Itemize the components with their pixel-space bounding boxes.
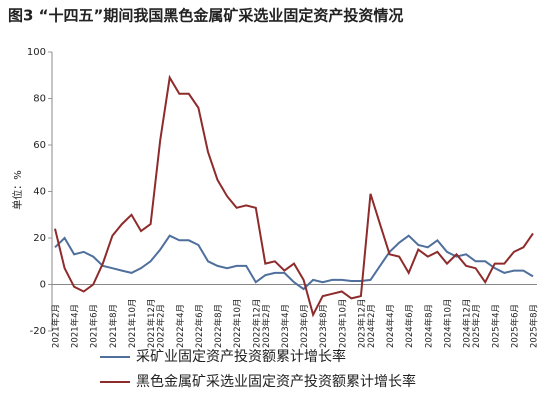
x-tick-label: 2022年4月 (175, 304, 186, 348)
x-tick-label: 2025年8月 (529, 304, 540, 348)
x-tick-label: 2023年4月 (280, 304, 291, 348)
legend-label: 采矿业固定资产投资额累计增长率 (136, 348, 346, 365)
x-tick-label: 2021年6月 (89, 304, 100, 348)
x-tick-label: 2021年10月 (127, 299, 138, 348)
x-tick-label: 2025年6月 (509, 304, 520, 348)
x-tick-label: 2023年8月 (318, 304, 329, 348)
chart-title: 图3 “十四五”期间我国黑色金属矿采选业固定资产投资情况 (8, 7, 403, 25)
x-tick-label: 2025年4月 (490, 304, 501, 348)
x-tick-label: 2024年4月 (385, 304, 396, 348)
x-tick-label: 2022年12月 (251, 299, 262, 348)
x-tick-label: 2023年2月 (261, 304, 272, 348)
x-tick-label: 2025年2月 (471, 304, 482, 348)
x-tick-label: 2024年6月 (404, 304, 415, 348)
y-tick-label: 0 (40, 280, 46, 291)
x-tick-label: 2022年8月 (213, 304, 224, 348)
x-tick-label: 2023年10月 (337, 299, 348, 348)
x-tick-label: 2022年2月 (156, 304, 167, 348)
x-tick-label: 2021年8月 (108, 304, 119, 348)
x-tick-label: 2023年6月 (299, 304, 310, 348)
x-tick-label: 2024年10月 (442, 299, 453, 348)
x-tick-label: 2024年2月 (366, 304, 377, 348)
x-tick-label: 2021年4月 (70, 304, 81, 348)
y-axis-label: 单位：% (11, 170, 24, 210)
y-tick-label: 20 (33, 233, 46, 244)
x-tick-label: 2024年8月 (423, 304, 434, 348)
legend-label: 黑色金属矿采选业固定资产投资额累计增长率 (136, 373, 416, 390)
x-tick-label: 2021年2月 (51, 304, 62, 348)
y-tick-label: 100 (27, 47, 46, 58)
x-tick-label: 2022年6月 (194, 304, 205, 348)
x-tick-label: 2023年12月 (356, 299, 367, 348)
x-tick-label: 2024年12月 (462, 299, 473, 348)
series-line (54, 74, 534, 318)
y-tick-label: 80 (33, 94, 46, 105)
y-tick-label: 60 (33, 140, 46, 151)
y-tick-label: 40 (33, 187, 46, 198)
x-tick-label: 2021年12月 (146, 299, 157, 348)
series-line (54, 234, 534, 291)
x-tick-label: 2022年10月 (232, 299, 243, 348)
y-tick-label: -20 (30, 326, 46, 337)
